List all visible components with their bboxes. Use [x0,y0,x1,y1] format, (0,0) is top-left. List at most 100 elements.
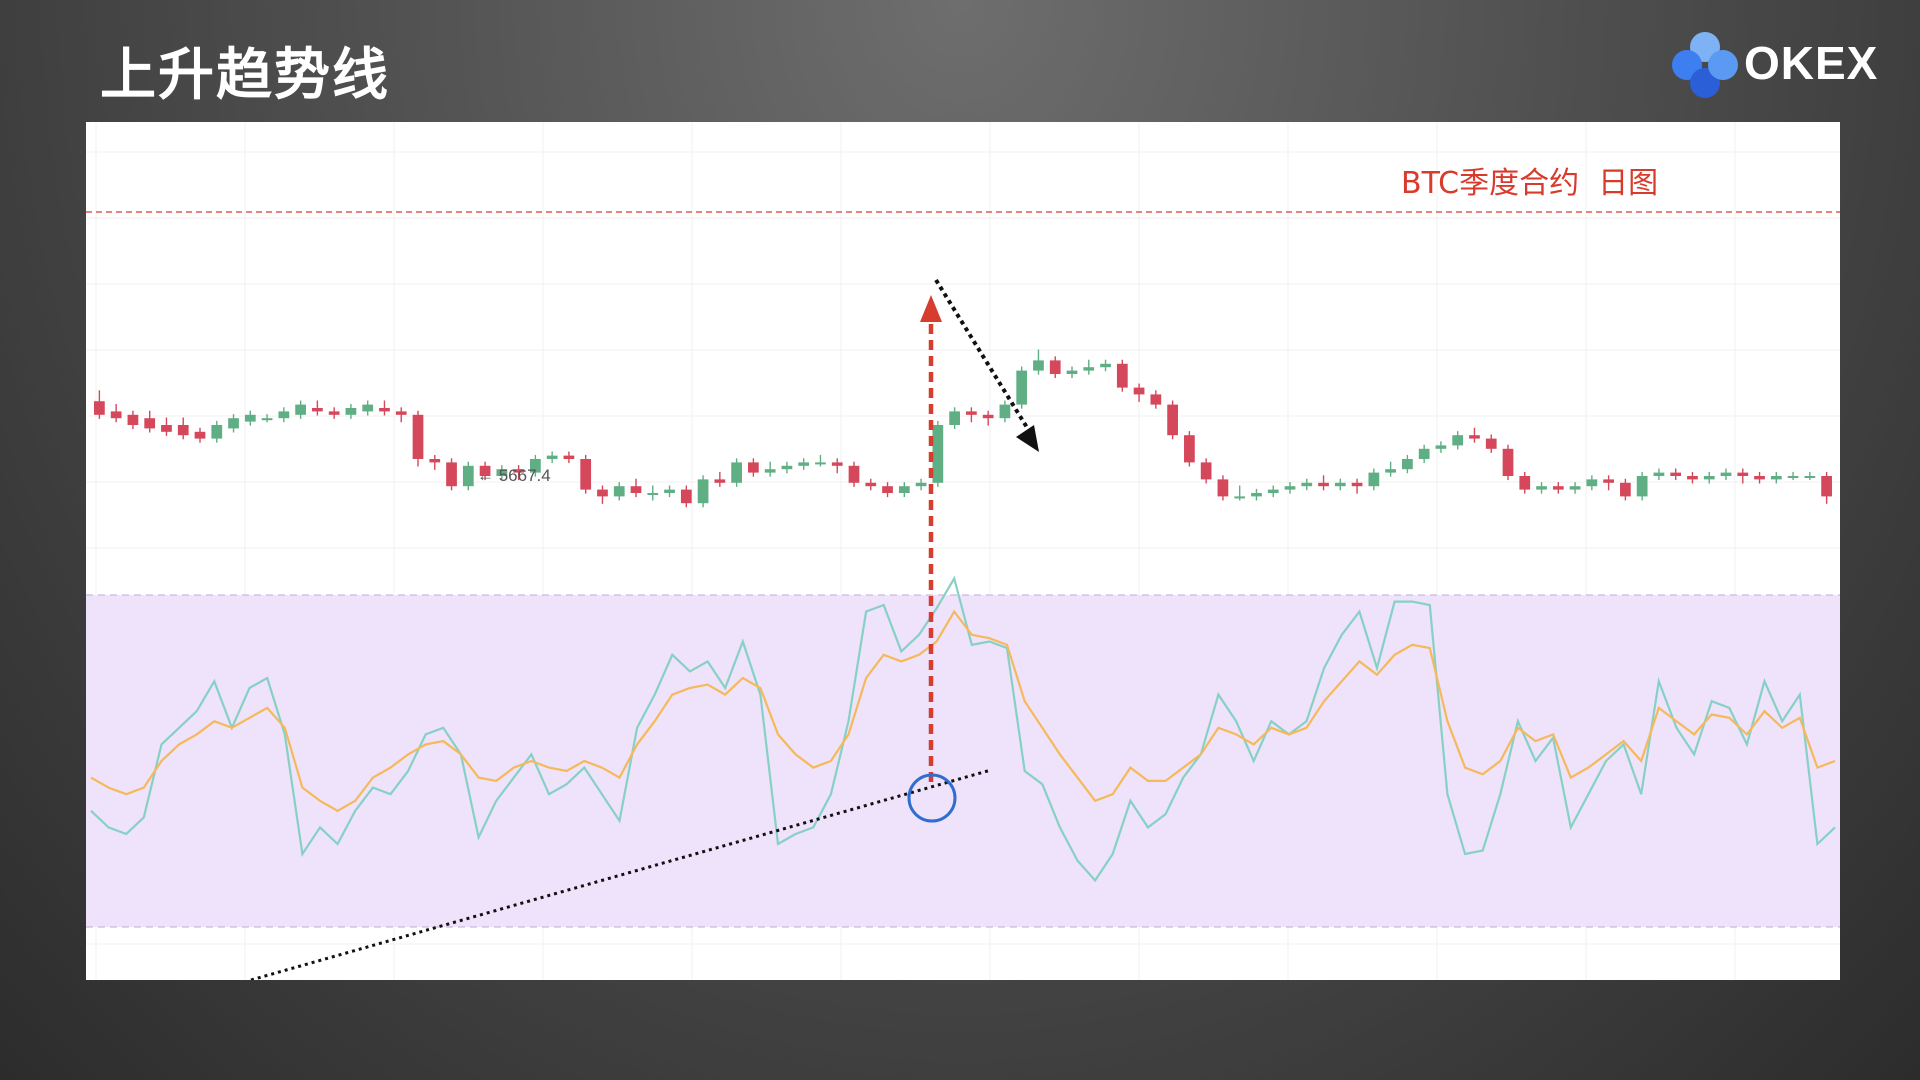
candle-body [1100,363,1111,368]
candle-body [1485,438,1497,449]
candle-body [379,408,390,412]
candle-body [664,489,675,493]
slide-title: 上升趋势线 [100,43,390,108]
candle-body [966,411,977,415]
candle-body [328,411,340,415]
candle-body [580,459,592,490]
candle-body [1636,476,1648,497]
candle-body [1603,479,1614,483]
candle-body [882,486,893,493]
candle-body [697,479,709,504]
candle-body [714,479,726,483]
candle-body [1703,476,1715,480]
indicator-band [86,595,1840,927]
candle-body [1267,489,1279,493]
candle-body [1083,367,1095,371]
candle-body [412,414,424,459]
candle-body [177,425,189,436]
candle-body [312,408,323,412]
candle-body [597,489,608,497]
candle-body [462,465,474,487]
candle-body [479,465,491,476]
candle-body [1754,476,1765,480]
candle-body [395,411,407,415]
candle-body [982,414,994,419]
candle-body [999,404,1011,419]
candle-body [1586,479,1598,487]
candle-body [530,459,541,473]
candles-group [94,349,1832,508]
candle-body [1234,496,1246,499]
candle-body [680,489,692,504]
indicator-slow-line [90,609,1836,813]
candle-body [127,414,139,425]
candle-body [295,404,306,415]
candle-body [563,455,575,459]
candle-body [1116,363,1128,388]
candle-body [446,462,457,487]
candle-body [1687,476,1698,480]
candle-body [1418,448,1430,459]
candle-body [1737,472,1749,476]
chart-panel: BTC季度合约 日图 ← 5667.4 [86,122,1840,980]
candle-body [1804,476,1816,478]
candle-body [1150,394,1162,405]
candle-body [496,469,508,476]
indicator-fast-line [90,575,1836,883]
candle-body [228,418,239,429]
candle-body [932,425,944,483]
candle-body [831,462,843,466]
candle-body [915,482,927,487]
uptrend-line [250,768,992,980]
candle-body [345,408,357,415]
candle-body [362,404,374,412]
candle-body [630,486,642,493]
candle-body [1133,387,1145,395]
candle-body [1435,445,1447,449]
candle-body [1200,462,1212,480]
candle-body [764,469,776,473]
candle-body [278,411,290,419]
candle-body [1251,493,1262,497]
candle-body [194,431,206,439]
candle-body [110,411,122,419]
candle-body [1385,469,1396,473]
candle-body [1670,472,1682,476]
candle-body [1184,435,1195,463]
candle-body [1536,486,1547,490]
candle-body [1351,482,1363,487]
candlestick-chart [86,122,1840,980]
candle-body [949,411,960,425]
candle-body [546,455,558,459]
candle-body [144,418,156,429]
candle-body [1787,476,1799,478]
candle-body [815,462,826,465]
down-arrow-line [934,278,1033,436]
min-price-label: ← 5667.4 [477,466,551,485]
candle-body [1368,472,1380,487]
candle-body [1402,459,1413,470]
candle-body [1552,486,1564,490]
breakout-circle [907,773,957,823]
candle-body [1620,482,1631,497]
candle-body [513,469,524,473]
candle-body [1334,482,1346,487]
candle-body [731,462,742,483]
candle-body [647,493,659,495]
candle-body [1217,479,1229,497]
candle-body [244,414,256,422]
candle-body [898,486,910,493]
candle-body [1452,435,1464,446]
candle-body [1720,472,1732,476]
candle-body [1569,486,1581,490]
okex-logo-icon [1672,32,1738,98]
candle-body [1318,482,1329,487]
candle-body [1821,476,1832,497]
candle-body [1284,486,1296,490]
candle-body [1066,370,1078,374]
candle-body [211,425,223,439]
chart-title: BTC季度合约 日图 [1401,166,1659,201]
candle-body [1167,404,1178,436]
down-arrow-head [1016,425,1039,452]
candle-body [1033,360,1044,371]
